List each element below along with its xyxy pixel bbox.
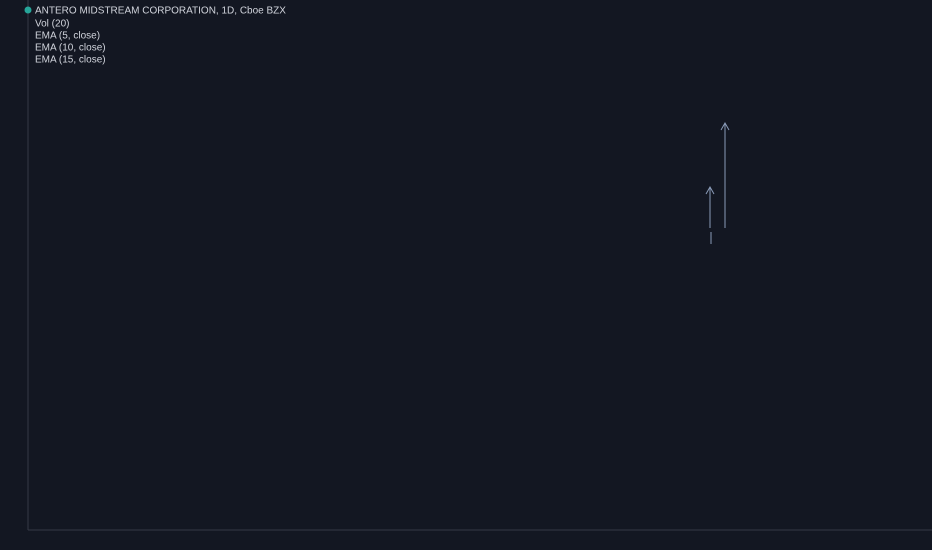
time-axis (0, 530, 932, 550)
measure-arrowhead (705, 185, 715, 195)
legend-entry[interactable]: EMA (10, close) (35, 43, 106, 54)
legend: ANTERO MIDSTREAM CORPORATION, 1D, Cboe B… (24, 6, 286, 66)
status-dot (24, 6, 32, 14)
legend-entry[interactable]: Vol (20) (35, 19, 69, 30)
legend-entry[interactable]: EMA (5, close) (35, 31, 100, 42)
overlay (705, 121, 730, 244)
price-axis (0, 0, 28, 530)
legend-entry[interactable]: EMA (15, close) (35, 55, 106, 66)
measure-arrowhead (720, 121, 730, 131)
chart-title: ANTERO MIDSTREAM CORPORATION, 1D, Cboe B… (35, 6, 286, 17)
